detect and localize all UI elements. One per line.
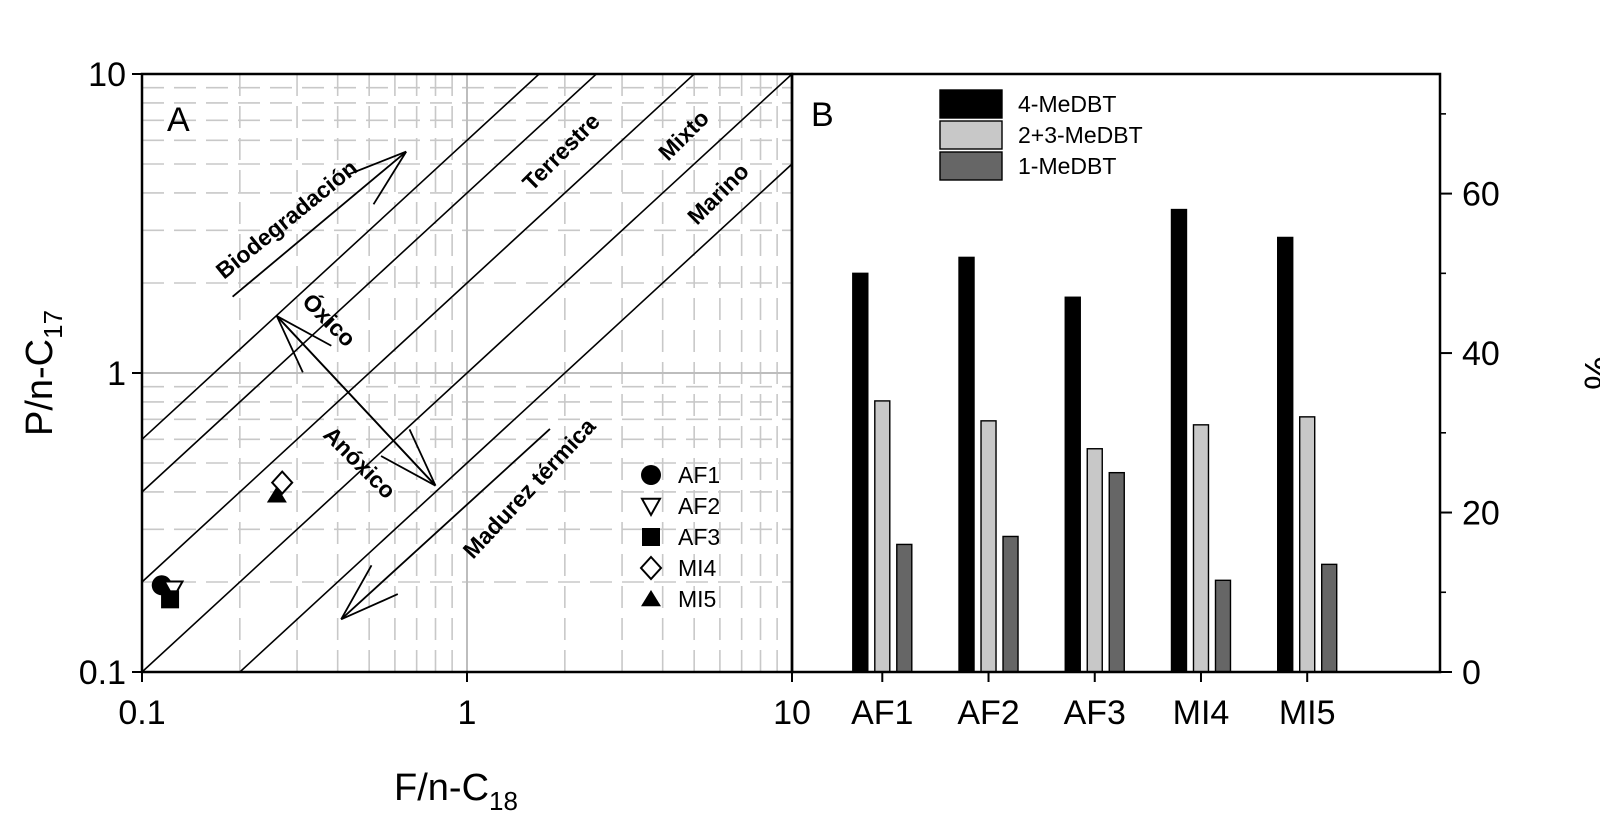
legend-marker-af3: [642, 528, 660, 546]
y-tick-label: 40: [1462, 335, 1500, 373]
x-tick-label: MI5: [1279, 694, 1336, 732]
legend-swatch-1: [939, 120, 1003, 150]
y-tick-label: 0: [1462, 654, 1481, 692]
arrow-head-stroke: [340, 564, 373, 620]
panel-a-x-axis-label: F/n-C18: [394, 767, 518, 816]
panel-a-label: A: [167, 101, 190, 139]
region-label-biodegradacion: Biodegradación: [211, 154, 362, 284]
arrow-madurez-termica: [340, 428, 551, 621]
panel-b-bars: [852, 208, 1338, 673]
bar-af3-4-medbt: [1064, 296, 1081, 673]
diagonal-line: [238, 163, 792, 672]
panel-a-ticks: 0.1 1 10 0.1 1 10: [79, 56, 811, 732]
arrow-head-stroke: [276, 315, 332, 347]
panel-b: AF1 AF2 AF3 MI4 MI5 0 20 40 60 4-MeDBT 2+3-MeDBT 1…: [790, 72, 1600, 732]
arrow-shaft: [340, 428, 551, 621]
arrow-head-stroke: [276, 315, 304, 373]
arrow-head-stroke: [380, 455, 436, 487]
bar-af1-2-3-medbt: [874, 400, 891, 673]
y-tick-label: 0.1: [79, 654, 126, 692]
arrow-shaft: [232, 150, 407, 298]
bar-mi5-4-medbt: [1277, 236, 1294, 673]
panel-b-legend: 4-MeDBT 2+3-MeDBT 1-MeDBT: [939, 89, 1143, 181]
bar-mi5-2-3-medbt: [1299, 416, 1316, 673]
legend-label-af3: AF3: [678, 524, 720, 550]
legend-swatch-0: [939, 89, 1003, 119]
legend-label-0: 4-MeDBT: [1018, 91, 1116, 117]
x-tick-label: 0.1: [118, 694, 165, 732]
y-tick-label: 20: [1462, 495, 1500, 533]
bar-af2-2-3-medbt: [980, 420, 997, 673]
arrow-shaft: [276, 315, 437, 487]
x-tick-label: MI4: [1173, 694, 1230, 732]
bar-af1-4-medbt: [852, 272, 869, 673]
bar-af2-4-medbt: [958, 256, 975, 673]
panel-a-points: [151, 470, 294, 609]
legend-label-mi5: MI5: [678, 586, 716, 612]
diagonal-line: [142, 74, 792, 672]
bar-af2-1-medbt: [1002, 535, 1019, 673]
x-tick-label: 10: [773, 694, 811, 732]
data-point-af1: [151, 575, 172, 596]
arrow-head-stroke: [340, 593, 399, 621]
legend-label-1: 2+3-MeDBT: [1018, 122, 1143, 148]
legend-label-af1: AF1: [678, 462, 720, 488]
panel-a-y-axis-label: P/n-C17: [19, 310, 68, 436]
bar-mi4-2-3-medbt: [1192, 424, 1210, 673]
arrow-biodegradacion: [232, 150, 407, 298]
legend-marker-mi4: [639, 555, 663, 581]
y-tick-label: 60: [1462, 176, 1500, 214]
region-label-oxico: Óxico: [297, 287, 361, 351]
diagonal-line: [142, 74, 541, 440]
region-label-madurez-termica: Madurez térmica: [458, 413, 601, 564]
diagonal-line: [142, 74, 696, 583]
panel-a-arrows: [232, 150, 551, 621]
x-tick-label: 1: [458, 694, 477, 732]
x-tick-label: AF2: [957, 694, 1019, 732]
panel-a: 0.1 1 10 0.1 1 10 AF1 AF2 AF3 MI4 MI5 A Biodegrad…: [19, 56, 811, 816]
bar-af3-2-3-medbt: [1086, 448, 1103, 673]
legend-label-mi4: MI4: [678, 555, 717, 581]
x-tick-label: AF3: [1064, 694, 1126, 732]
bar-mi5-1-medbt: [1321, 563, 1338, 673]
panel-b-frame: [790, 72, 1442, 674]
legend-marker-af2: [640, 497, 662, 518]
bar-af3-1-medbt: [1108, 471, 1125, 673]
legend-marker-mi5: [641, 590, 661, 607]
legend-marker-af1: [641, 465, 661, 485]
legend-swatch-2: [939, 151, 1003, 181]
arrow-head-stroke: [408, 428, 437, 487]
panel-a-legend: AF1 AF2 AF3 MI4 MI5: [639, 462, 720, 612]
y-tick-label: 1: [107, 355, 126, 393]
arrow-head-stroke: [372, 151, 407, 205]
arrow-head-stroke: [348, 150, 407, 176]
arrow-anoxico: [276, 315, 437, 487]
bar-mi4-4-medbt: [1170, 208, 1188, 673]
bar-af1-1-medbt: [896, 543, 913, 673]
y-tick-label: 10: [88, 56, 126, 94]
legend-label-af2: AF2: [678, 493, 720, 519]
data-point-mi5: [266, 486, 287, 503]
x-tick-label: AF1: [851, 694, 913, 732]
diagonal-line: [142, 74, 598, 493]
data-point-af3: [161, 590, 180, 609]
legend-label-2: 1-MeDBT: [1018, 153, 1116, 179]
panel-a-source-lines: [142, 74, 792, 672]
panel-b-label: B: [811, 96, 834, 134]
region-label-anoxico: Anóxico: [318, 421, 401, 504]
bar-mi4-1-medbt: [1214, 579, 1232, 673]
panel-b-y-axis-label: %: [1576, 356, 1600, 390]
panel-b-ticks: AF1 AF2 AF3 MI4 MI5 0 20 40 60: [851, 113, 1500, 732]
data-point-af2: [162, 580, 185, 600]
